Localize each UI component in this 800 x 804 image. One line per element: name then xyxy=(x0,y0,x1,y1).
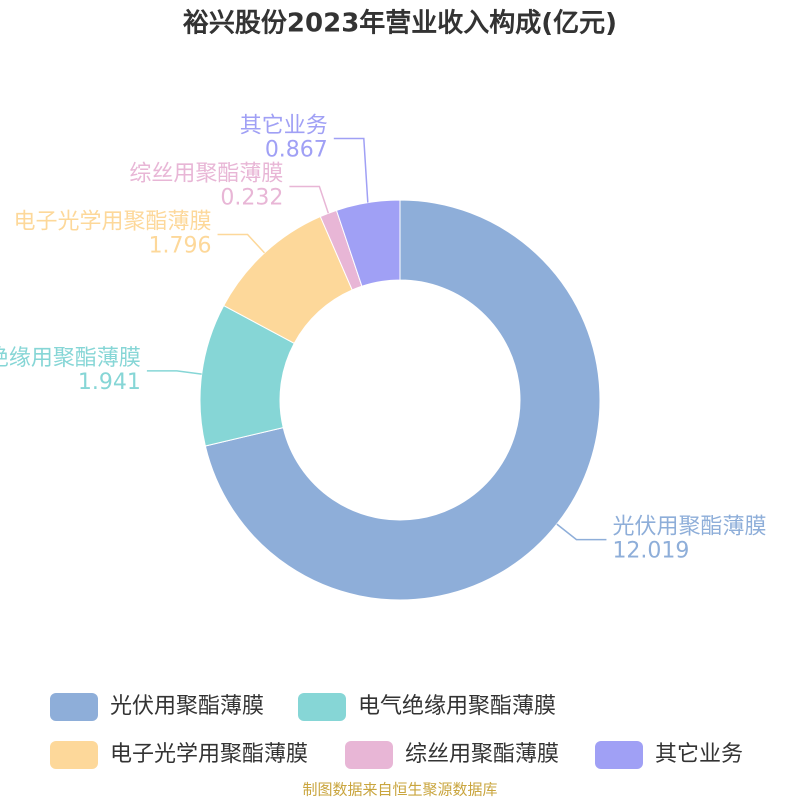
leader-line xyxy=(217,233,266,254)
label-value: 12.019 xyxy=(612,539,689,564)
data-label: 电气绝缘用聚酯薄膜1.941 xyxy=(0,346,141,395)
data-label: 电子光学用聚酯薄膜 1.796 xyxy=(14,210,212,259)
label-value: 0.232 xyxy=(220,186,283,211)
label-name: 其它业务 xyxy=(240,114,328,139)
data-label: 光伏用聚酯薄膜 12.019 xyxy=(612,515,766,564)
leader-line xyxy=(333,137,369,203)
chart-title: 裕兴股份2023年营业收入构成(亿元) xyxy=(183,8,617,39)
legend-swatch xyxy=(50,693,98,721)
legend-label: 综丝用聚酯薄膜 xyxy=(405,742,559,767)
leader-line xyxy=(146,370,202,375)
label-name: 综丝用聚酯薄膜 xyxy=(129,162,283,187)
legend-swatch xyxy=(50,741,98,769)
data-label: 其它业务 0.867 xyxy=(240,114,328,163)
data-label: 综丝用聚酯薄膜 0.232 xyxy=(129,162,283,211)
label-value: 1.941 xyxy=(78,370,141,395)
legend-label: 其它业务 xyxy=(655,742,743,767)
legend-swatch xyxy=(345,741,393,769)
legend-swatch xyxy=(595,741,643,769)
legend-label: 光伏用聚酯薄膜 xyxy=(110,694,264,719)
leader-line xyxy=(556,523,607,541)
source-note: 制图数据来自恒生聚源数据库 xyxy=(302,781,497,799)
legend-label: 电气绝缘用聚酯薄膜 xyxy=(358,694,556,719)
legend-label: 电子光学用聚酯薄膜 xyxy=(110,742,308,767)
legend-swatch xyxy=(298,693,346,721)
label-value: 1.796 xyxy=(149,234,212,259)
leader-line xyxy=(289,185,330,214)
label-name: 光伏用聚酯薄膜 xyxy=(612,515,766,540)
label-name: 电气绝缘用聚酯薄膜 xyxy=(0,346,141,371)
label-name: 电子光学用聚酯薄膜 xyxy=(14,210,212,235)
donut-slice xyxy=(204,199,601,601)
label-value: 0.867 xyxy=(265,138,328,163)
donut-slice xyxy=(335,199,401,287)
